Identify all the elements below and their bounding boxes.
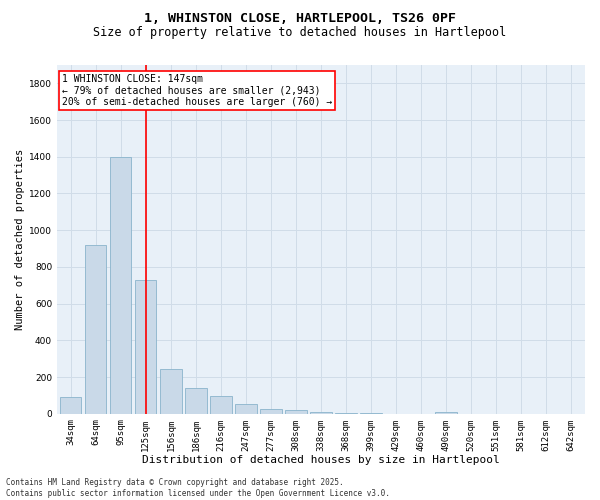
Bar (160, 369, 182, 414)
Bar (210, 396, 232, 413)
Bar (310, 412, 332, 414)
Bar (60, 397, 82, 413)
Text: Size of property relative to detached houses in Hartlepool: Size of property relative to detached ho… (94, 26, 506, 39)
Y-axis label: Number of detached properties: Number of detached properties (15, 148, 25, 330)
Bar (85, 245, 106, 414)
Bar (110, 157, 131, 413)
X-axis label: Distribution of detached houses by size in Hartlepool: Distribution of detached houses by size … (142, 455, 500, 465)
Bar (235, 404, 257, 413)
Bar (286, 410, 307, 414)
Bar (135, 280, 157, 413)
Bar (436, 412, 457, 414)
Bar (260, 409, 281, 414)
Bar (335, 413, 356, 414)
Text: Contains HM Land Registry data © Crown copyright and database right 2025.
Contai: Contains HM Land Registry data © Crown c… (6, 478, 390, 498)
Text: 1 WHINSTON CLOSE: 147sqm
← 79% of detached houses are smaller (2,943)
20% of sem: 1 WHINSTON CLOSE: 147sqm ← 79% of detach… (62, 74, 332, 107)
Bar (185, 388, 206, 413)
Text: 1, WHINSTON CLOSE, HARTLEPOOL, TS26 0PF: 1, WHINSTON CLOSE, HARTLEPOOL, TS26 0PF (144, 12, 456, 26)
